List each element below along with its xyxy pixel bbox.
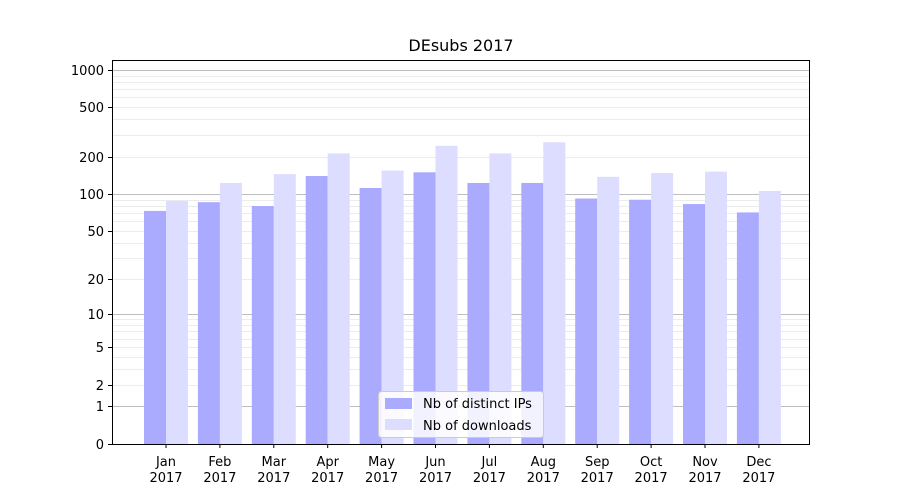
- bar-distinct-ips-8: [521, 182, 544, 444]
- bar-downloads-3: [273, 174, 296, 444]
- y-tick-label: 50: [87, 225, 104, 240]
- bar-downloads-11: [705, 171, 727, 445]
- bar-downloads-2: [219, 182, 242, 444]
- y-tick-label: 0: [96, 438, 104, 453]
- x-tick-label: Jun: [424, 455, 445, 470]
- y-tick-label: 100: [79, 188, 104, 203]
- bar-distinct-ips-7: [467, 182, 490, 444]
- y-axis: 0 1 2 5 10 20 50 100 200 500 1000: [71, 64, 112, 453]
- x-tick-label: 2017: [688, 471, 721, 486]
- x-tick-label: 2017: [203, 471, 236, 486]
- x-tick-label: 2017: [473, 471, 506, 486]
- legend: Nb of distinct IPs Nb of downloads: [378, 391, 544, 438]
- y-tick-label: 1000: [71, 64, 104, 79]
- bar-distinct-ips-9: [575, 198, 598, 444]
- x-axis: Jan2017Feb2017Mar2017Apr2017May2017Jun20…: [149, 444, 775, 486]
- bar-distinct-ips-6: [413, 172, 436, 444]
- bar-downloads-4: [327, 153, 350, 444]
- x-tick-label: Jan: [155, 455, 176, 470]
- x-tick-label: 2017: [149, 471, 182, 486]
- x-tick-label: Dec: [746, 455, 771, 470]
- x-tick-label: Oct: [640, 455, 662, 470]
- x-tick-label: Mar: [262, 455, 287, 470]
- bar-downloads-5: [381, 170, 404, 445]
- bar-distinct-ips-4: [305, 176, 328, 444]
- x-tick-label: Aug: [531, 455, 556, 470]
- bar-downloads-9: [597, 176, 620, 444]
- x-tick-label: Nov: [692, 455, 718, 470]
- legend-box: [378, 391, 544, 438]
- x-tick-label: 2017: [635, 471, 668, 486]
- y-tick-label: 1: [96, 400, 104, 415]
- bar-distinct-ips-3: [251, 206, 274, 444]
- x-tick-label: 2017: [257, 471, 290, 486]
- y-tick-label: 10: [87, 308, 104, 323]
- y-tick-label: 2: [96, 379, 104, 394]
- y-tick-label: 20: [87, 273, 104, 288]
- bar-downloads-12: [758, 190, 781, 444]
- legend-swatch-distinct-ips: [385, 398, 412, 409]
- bar-distinct-ips-11: [683, 204, 705, 444]
- x-tick-label: 2017: [742, 471, 775, 486]
- legend-swatch-downloads: [385, 419, 412, 430]
- x-tick-label: 2017: [311, 471, 344, 486]
- x-tick-label: May: [368, 455, 395, 470]
- y-tick-label: 200: [79, 151, 104, 166]
- legend-label-downloads: Nb of downloads: [423, 419, 532, 434]
- bar-distinct-ips-2: [197, 202, 220, 444]
- bar-distinct-ips-1: [144, 210, 166, 444]
- bar-downloads-1: [166, 200, 188, 444]
- bar-downloads-7: [489, 153, 512, 444]
- chart-title: DEsubs 2017: [408, 36, 513, 55]
- bar-distinct-ips-5: [359, 187, 382, 445]
- bar-distinct-ips-12: [736, 212, 759, 444]
- x-tick-label: 2017: [581, 471, 614, 486]
- x-tick-label: 2017: [419, 471, 452, 486]
- x-tick-label: Apr: [316, 455, 339, 470]
- x-tick-label: 2017: [527, 471, 560, 486]
- x-tick-label: Sep: [585, 455, 610, 470]
- legend-label-distinct-ips: Nb of distinct IPs: [423, 397, 532, 412]
- bars: [144, 142, 781, 445]
- bar-distinct-ips-10: [629, 199, 652, 444]
- x-tick-label: Feb: [208, 455, 231, 470]
- x-tick-label: Jul: [481, 455, 498, 470]
- bar-downloads-8: [543, 142, 566, 444]
- bar-downloads-6: [435, 145, 458, 444]
- bar-downloads-10: [651, 173, 674, 444]
- x-tick-label: 2017: [365, 471, 398, 486]
- y-tick-label: 500: [79, 101, 104, 116]
- plot-frame: [112, 60, 810, 445]
- y-tick-label: 5: [96, 341, 104, 356]
